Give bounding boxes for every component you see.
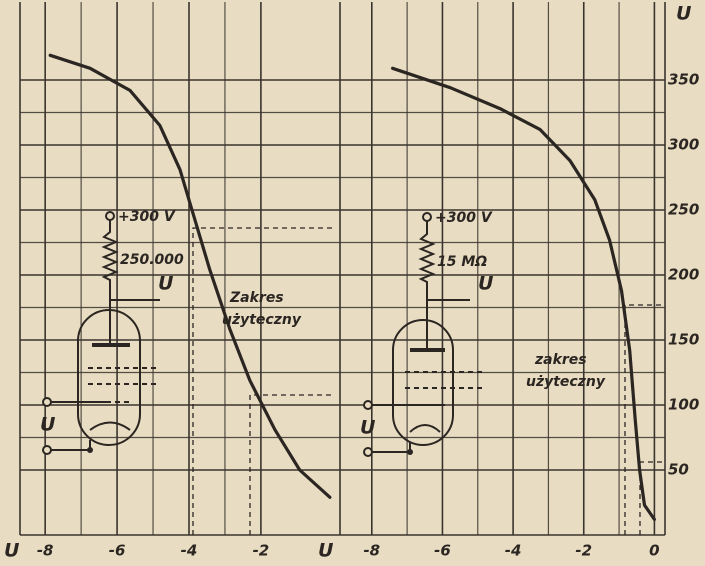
x-axis-label: U <box>4 540 20 562</box>
y-tick-label: 300 <box>668 136 699 154</box>
x-tick-label: -8 <box>37 542 54 560</box>
supply-label: +300 V <box>435 210 493 226</box>
range-label: użyteczny <box>222 312 302 328</box>
output-label: U <box>158 273 174 295</box>
y-tick-label: 100 <box>668 396 699 414</box>
resistor-label: 15 MΩ <box>437 254 487 270</box>
x-tick-label: -6 <box>434 542 451 560</box>
curve <box>391 66 656 521</box>
x-tick-label: -2 <box>575 542 592 560</box>
output-label: U <box>478 273 494 295</box>
y-tick-label: 350 <box>668 71 699 89</box>
x-tick-label: -2 <box>253 542 270 560</box>
y-tick-label: 150 <box>668 331 699 349</box>
y-axis-label: U <box>676 3 692 25</box>
x-axis-label: U <box>318 540 334 562</box>
input-label: U <box>40 414 56 436</box>
grid <box>20 2 665 535</box>
y-tick-label: 200 <box>668 266 699 284</box>
x-tick-label: -4 <box>181 542 198 560</box>
curve <box>48 53 332 499</box>
x-tick-label: 0 <box>649 542 659 560</box>
range-lines <box>192 227 335 535</box>
range-label: Zakres <box>229 290 284 306</box>
input-label: U <box>360 417 376 439</box>
range-label: zakres <box>534 352 587 368</box>
x-tick-label: -6 <box>109 542 126 560</box>
tube-schematic <box>363 212 485 457</box>
x-tick-label: -8 <box>363 542 380 560</box>
range-label: użyteczny <box>526 374 606 390</box>
y-tick-label: 50 <box>668 461 689 479</box>
resistor-label: 250.000 <box>120 252 184 268</box>
tube-schematic <box>42 211 160 455</box>
supply-label: +300 V <box>118 209 176 225</box>
y-tick-label: 250 <box>668 201 699 219</box>
x-tick-label: -4 <box>505 542 522 560</box>
